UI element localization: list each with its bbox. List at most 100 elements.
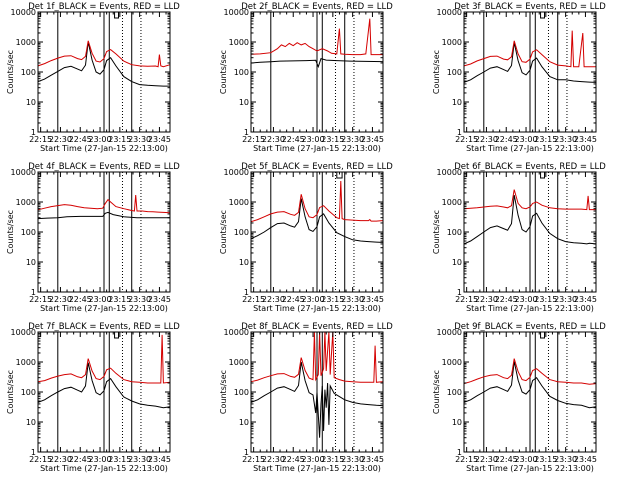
x-tick-label: 23:00 — [302, 135, 325, 144]
x-axis-label: Start Time (27-Jan-15 22:13:00) — [253, 464, 381, 473]
x-tick-label: 22:30 — [475, 135, 498, 144]
red-lld-series-line — [37, 40, 171, 68]
x-tick-label: 22:15 — [29, 455, 52, 464]
y-axis-label: Counts/sec — [432, 210, 441, 254]
panel-title: Det 3f_BLACK = Events, RED = LLD — [454, 2, 606, 12]
black-events-series-line — [463, 195, 597, 245]
panel-title: Det 1f_BLACK = Events, RED = LLD — [28, 2, 180, 12]
x-tick-label: 23:00 — [515, 295, 538, 304]
red-lld-series-line — [463, 358, 597, 385]
x-axis-label: Start Time (27-Jan-15 22:13:00) — [40, 304, 168, 313]
y-tick-label: 10 — [239, 258, 249, 267]
y-tick-label: 1 — [457, 288, 462, 297]
x-tick-label: 22:45 — [69, 295, 92, 304]
x-tick-label: 22:45 — [69, 135, 92, 144]
y-tick-label: 1 — [457, 128, 462, 137]
x-tick-label: 22:30 — [49, 295, 72, 304]
y-axis-label: Counts/sec — [219, 50, 228, 94]
x-tick-label: 22:30 — [262, 135, 285, 144]
x-tick-label: 23:45 — [148, 455, 171, 464]
red-lld-series-line — [250, 18, 383, 56]
panel-title: Det 4f_BLACK = Events, RED = LLD — [28, 162, 180, 172]
y-tick-label: 1 — [457, 448, 462, 457]
interval-marker — [114, 12, 120, 19]
y-tick-label: 10 — [239, 418, 249, 427]
y-tick-label: 10000 — [11, 328, 36, 337]
x-tick-label: 23:30 — [128, 295, 151, 304]
x-tick-label: 23:30 — [341, 455, 364, 464]
y-tick-label: 100 — [21, 388, 36, 397]
x-tick-label: 22:45 — [282, 135, 305, 144]
x-tick-label: 23:30 — [128, 135, 151, 144]
x-tick-label: 23:15 — [321, 295, 344, 304]
detector-panel: Det 6f_BLACK = Events, RED = LLD 1 10 100 10… — [432, 162, 606, 313]
y-tick-label: 1 — [31, 448, 36, 457]
detector-panel: Det 2f_BLACK = Events, RED = LLD 1 10 100 10… — [219, 2, 393, 153]
y-tick-label: 10 — [26, 418, 36, 427]
y-tick-label: 100 — [234, 228, 249, 237]
red-lld-series-line — [250, 180, 384, 223]
y-tick-label: 1000 — [16, 198, 36, 207]
y-tick-label: 1000 — [16, 358, 36, 367]
y-tick-label: 10 — [239, 98, 249, 107]
x-tick-label: 22:15 — [455, 135, 478, 144]
x-tick-label: 23:15 — [321, 135, 344, 144]
detector-panel: Det 8f_BLACK = Events, RED = LLD 1 10 100 10… — [219, 322, 393, 473]
panel-title: Det 8f_BLACK = Events, RED = LLD — [241, 322, 393, 332]
x-tick-label: 23:45 — [361, 295, 384, 304]
x-tick-label: 22:30 — [262, 295, 285, 304]
x-tick-label: 23:15 — [321, 455, 344, 464]
y-tick-label: 1000 — [442, 38, 462, 47]
x-tick-label: 22:45 — [495, 455, 518, 464]
detector-panel: Det 7f_BLACK = Events, RED = LLD 1 10 100 10… — [6, 322, 180, 473]
x-tick-label: 22:45 — [282, 455, 305, 464]
panel-title: Det 7f_BLACK = Events, RED = LLD — [28, 322, 180, 332]
x-tick-label: 23:00 — [89, 295, 112, 304]
y-axis-label: Counts/sec — [6, 50, 15, 94]
black-events-series-line — [250, 361, 384, 438]
x-tick-label: 23:15 — [534, 135, 557, 144]
x-tick-label: 22:15 — [242, 135, 265, 144]
x-tick-label: 22:30 — [262, 455, 285, 464]
x-tick-label: 22:15 — [29, 135, 52, 144]
y-tick-label: 10 — [452, 98, 462, 107]
red-lld-series-line — [37, 334, 171, 384]
y-tick-label: 1000 — [229, 358, 249, 367]
x-axis-label: Start Time (27-Jan-15 22:13:00) — [253, 144, 381, 153]
y-tick-label: 1 — [244, 288, 249, 297]
x-tick-label: 23:30 — [554, 135, 577, 144]
black-events-series-line — [37, 362, 171, 409]
x-tick-label: 23:45 — [361, 135, 384, 144]
y-tick-label: 1000 — [229, 198, 249, 207]
y-tick-label: 1000 — [442, 198, 462, 207]
x-axis-label: Start Time (27-Jan-15 22:13:00) — [40, 144, 168, 153]
y-axis-label: Counts/sec — [6, 210, 15, 254]
panel-title: Det 6f_BLACK = Events, RED = LLD — [454, 162, 606, 172]
interval-marker — [540, 172, 546, 179]
x-tick-label: 22:30 — [49, 135, 72, 144]
y-tick-label: 1 — [244, 128, 249, 137]
detector-panel: Det 9f_BLACK = Events, RED = LLD 1 10 100 10… — [432, 322, 606, 473]
x-tick-label: 23:30 — [554, 455, 577, 464]
red-lld-series-line — [250, 331, 384, 383]
x-axis-label: Start Time (27-Jan-15 22:13:00) — [253, 304, 381, 313]
x-axis-label: Start Time (27-Jan-15 22:13:00) — [466, 144, 594, 153]
x-tick-label: 22:30 — [475, 455, 498, 464]
x-tick-label: 23:30 — [341, 295, 364, 304]
x-tick-label: 23:00 — [515, 135, 538, 144]
black-events-series-line — [37, 41, 170, 87]
red-lld-series-line — [463, 189, 596, 211]
x-tick-label: 22:45 — [495, 135, 518, 144]
x-tick-label: 23:30 — [341, 135, 364, 144]
x-tick-label: 23:45 — [361, 455, 384, 464]
y-tick-label: 100 — [234, 68, 249, 77]
y-tick-label: 100 — [21, 68, 36, 77]
x-tick-label: 23:45 — [574, 135, 597, 144]
x-tick-label: 23:15 — [534, 455, 557, 464]
y-axis-label: Counts/sec — [432, 50, 441, 94]
black-events-series-line — [37, 211, 170, 220]
y-tick-label: 1000 — [16, 38, 36, 47]
y-tick-label: 100 — [447, 388, 462, 397]
y-axis-label: Counts/sec — [432, 370, 441, 414]
